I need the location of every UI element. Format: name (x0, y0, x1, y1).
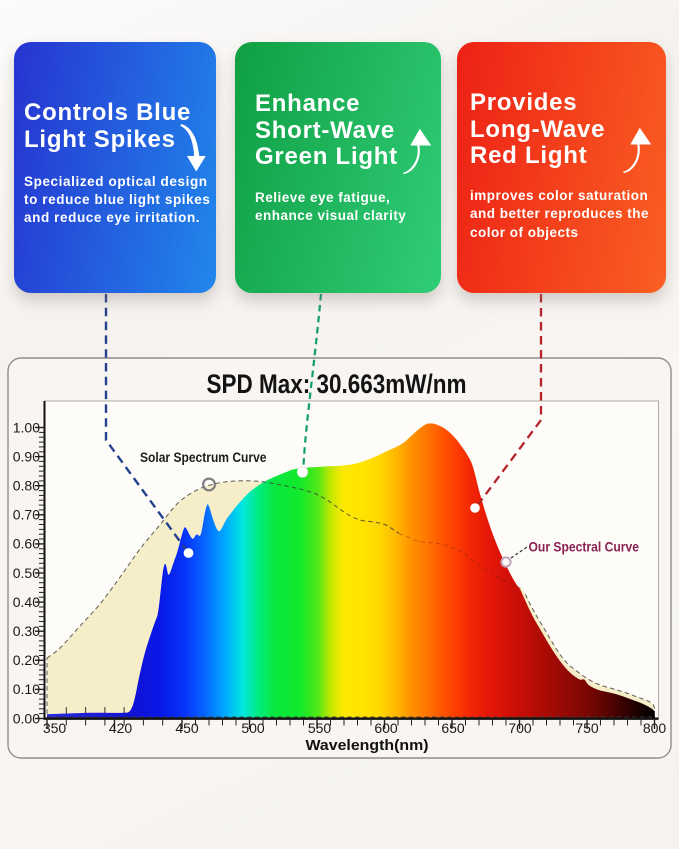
svg-text:700: 700 (508, 720, 532, 736)
svg-text:800: 800 (643, 720, 667, 736)
svg-text:Wavelength(nm): Wavelength(nm) (306, 737, 429, 754)
svg-text:750: 750 (575, 720, 599, 736)
svg-text:550: 550 (308, 720, 332, 736)
svg-text:Our Spectral Curve: Our Spectral Curve (529, 540, 640, 555)
svg-text:0.30: 0.30 (13, 623, 40, 639)
svg-text:0.50: 0.50 (13, 565, 40, 581)
svg-text:0.60: 0.60 (13, 536, 40, 552)
svg-text:500: 500 (241, 720, 265, 736)
svg-text:0.20: 0.20 (13, 652, 40, 668)
svg-text:600: 600 (374, 720, 398, 736)
svg-text:350: 350 (43, 720, 67, 736)
svg-text:450: 450 (175, 720, 199, 736)
svg-text:0.40: 0.40 (13, 594, 40, 610)
svg-text:0.80: 0.80 (13, 478, 40, 494)
svg-text:650: 650 (441, 720, 465, 736)
svg-text:Solar Spectrum Curve: Solar Spectrum Curve (140, 450, 267, 465)
svg-text:0.10: 0.10 (13, 681, 40, 697)
svg-text:0.00: 0.00 (13, 710, 40, 726)
svg-text:0.90: 0.90 (13, 448, 40, 464)
svg-text:0.70: 0.70 (13, 507, 40, 523)
svg-text:420: 420 (109, 720, 133, 736)
svg-text:1.00: 1.00 (13, 419, 40, 435)
svg-text:SPD Max: 30.663mW/nm: SPD Max: 30.663mW/nm (207, 369, 467, 399)
